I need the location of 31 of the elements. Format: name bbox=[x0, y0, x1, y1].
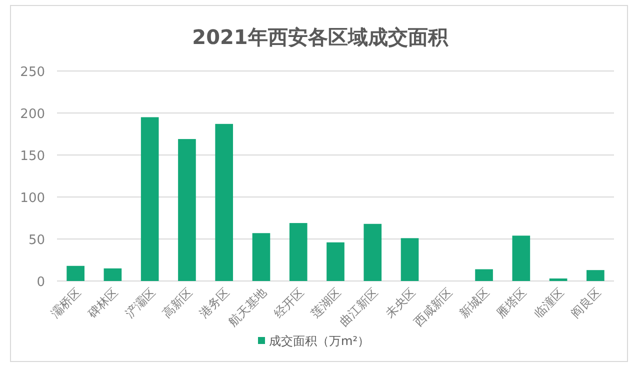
y-tick-label: 0 bbox=[36, 275, 45, 290]
y-tick-label: 250 bbox=[20, 65, 45, 80]
bar bbox=[326, 242, 344, 281]
bar bbox=[549, 278, 568, 281]
bar bbox=[512, 236, 530, 281]
bar bbox=[66, 266, 84, 281]
x-tick-label: 新城区 bbox=[456, 285, 492, 321]
bar bbox=[289, 223, 308, 281]
bar bbox=[364, 224, 382, 281]
bar bbox=[400, 238, 419, 281]
chart-title: 2021年西安各区域成交面积 bbox=[192, 25, 449, 49]
x-tick-label: 临潼区 bbox=[531, 285, 566, 321]
x-tick-label: 灞桥区 bbox=[48, 285, 84, 321]
y-tick-label: 150 bbox=[20, 149, 45, 164]
legend-label: 成交面积（万m²） bbox=[269, 334, 370, 348]
bar bbox=[586, 270, 604, 281]
x-tick-label: 经开区 bbox=[271, 285, 306, 321]
x-tick-label: 碑林区 bbox=[84, 285, 121, 322]
bar bbox=[104, 268, 122, 281]
x-tick-label: 高新区 bbox=[160, 285, 196, 321]
y-tick-label: 50 bbox=[28, 233, 45, 248]
bar bbox=[215, 124, 234, 281]
bar bbox=[252, 233, 270, 281]
x-tick-label: 雁塔区 bbox=[494, 285, 530, 321]
bar bbox=[140, 117, 159, 281]
bar bbox=[475, 269, 493, 281]
bar bbox=[178, 139, 196, 281]
y-tick-label: 200 bbox=[20, 107, 45, 122]
x-tick-label: 浐灞区 bbox=[122, 285, 158, 321]
x-tick-label: 阎良区 bbox=[568, 285, 604, 321]
y-tick-label: 100 bbox=[20, 191, 45, 206]
